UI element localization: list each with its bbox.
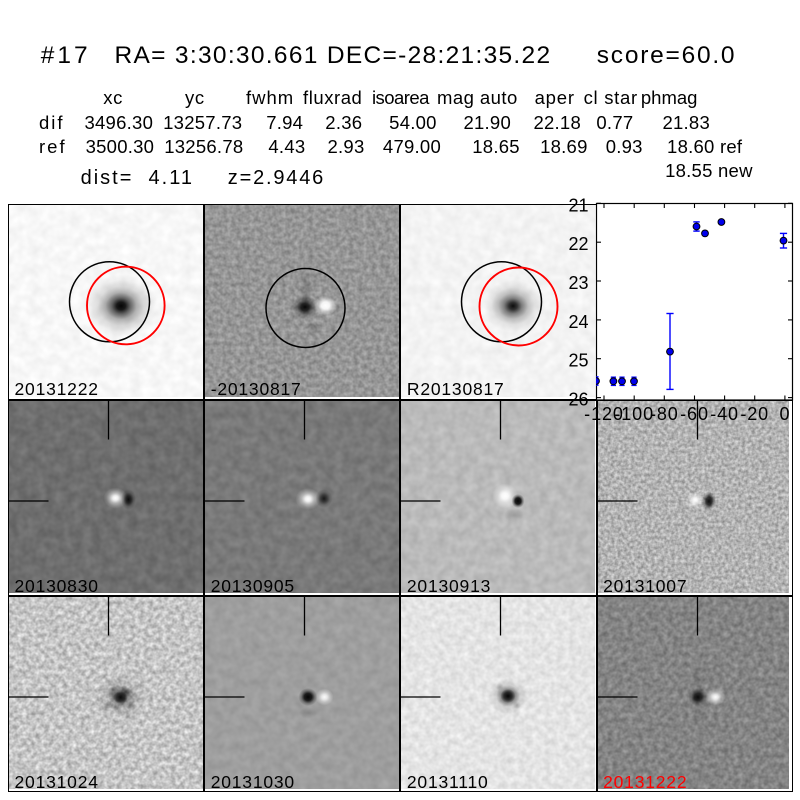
svg-text:-40: -40 (710, 404, 739, 424)
svg-text:22: 22 (568, 234, 588, 254)
svg-text:24: 24 (568, 312, 588, 332)
svg-text:-80: -80 (650, 404, 679, 424)
svg-text:21: 21 (568, 195, 588, 215)
svg-text:-100: -100 (614, 404, 654, 424)
svg-text:-120: -120 (584, 404, 624, 424)
svg-text:-60: -60 (680, 404, 709, 424)
svg-text:26: 26 (568, 390, 588, 410)
svg-text:23: 23 (568, 273, 588, 293)
svg-text:-20: -20 (740, 404, 769, 424)
svg-text:0: 0 (779, 404, 790, 424)
svg-text:25: 25 (568, 351, 588, 371)
